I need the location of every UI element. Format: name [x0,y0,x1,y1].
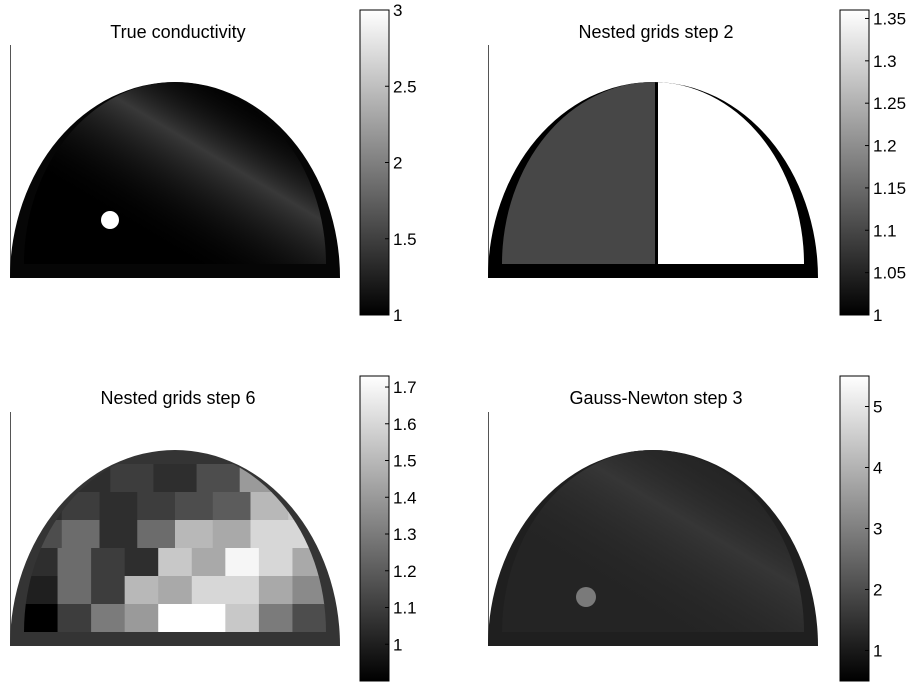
grid-block [282,464,326,493]
grid-block [212,520,252,549]
colorbar-tick-label: 4 [873,459,882,478]
grid-block [158,576,193,605]
grid-block [91,548,126,577]
grid-block [99,520,138,549]
colorbar-tick-label: 1.3 [873,52,897,71]
domain-interior [24,82,326,264]
colorbar [359,375,390,682]
grid-block [124,576,159,605]
colorbar-tick-label: 5 [873,398,882,417]
colorbar-tick-label: 1.2 [873,137,897,156]
colorbar-tick-label: 2.5 [393,77,417,96]
grid-block [158,604,193,632]
inclusion-marker [101,211,119,229]
plot-title: Nested grids step 6 [100,388,255,408]
grid-block [225,576,260,605]
grid-block [225,548,260,577]
colorbar-tick-label: 1.1 [393,599,417,618]
colorbar-tick-label: 3 [873,520,882,539]
grid-block [110,464,155,493]
plot-title: Nested grids step 2 [578,22,733,42]
grid-block [91,604,126,632]
grid-block [191,548,226,577]
domain-interior [502,450,804,632]
colorbar-tick-label: 1.35 [873,9,906,28]
colorbar-tick-label: 1.5 [393,230,417,249]
grid-block [57,604,92,632]
grid-block [137,492,176,521]
inclusion-marker [576,587,596,607]
colorbar-tick-label: 1 [873,306,882,325]
grid-block [175,492,214,521]
plot-title: True conductivity [110,22,245,42]
colorbar-tick-label: 1.2 [393,562,417,581]
grid-block [225,604,260,632]
domain-interior [502,82,804,264]
grid-block [258,548,294,577]
grid-block [175,520,214,549]
grid-block [258,576,294,605]
conductivity-ramp [502,450,804,632]
panel-nested-grids-step-6: Nested grids step 6 1 1.1 1.2 1.3 1.4 1.5 1.6 1… [10,375,417,682]
grid-block [124,548,159,577]
colorbar-tick-label: 1.7 [393,378,417,397]
conductivity-ramp [24,82,326,264]
grid-block [24,464,68,493]
grid-block [258,604,294,632]
colorbar-tick-label: 2 [873,581,882,600]
colorbar-tick-label: 1 [393,635,402,654]
grid-block [57,576,92,605]
grid-block [239,464,284,493]
panel-nested-grids-step-2: Nested grids step 2 1 1.05 1.1 1.15 1.2 1.25 1… [488,9,906,325]
grid-block [24,604,59,632]
grid-block [57,548,92,577]
grid-block [153,464,198,493]
colorbar-tick-label: 1.05 [873,264,906,283]
grid-block [250,520,289,549]
grid-block [124,604,159,632]
colorbar [359,9,390,316]
domain-interior [24,464,326,632]
grid-block [158,548,193,577]
grid-block [196,464,241,493]
grid-block [191,576,226,605]
colorbar-tick-label: 1.25 [873,94,906,113]
colorbar [839,9,870,316]
colorbar [839,375,870,682]
grid-block [61,492,101,521]
colorbar-tick-label: 1.4 [393,488,417,507]
panel-true-conductivity: True conductivity 1 1.5 2 2.5 3 [10,1,417,325]
grid-block [137,520,176,549]
colorbar-tick-label: 2 [393,154,402,173]
grid-block [212,492,252,521]
colorbar-tick-label: 1.1 [873,221,897,240]
grid-block [61,520,101,549]
colorbar-tick-label: 1.6 [393,415,417,434]
grid-block [292,604,326,632]
plot-title: Gauss-Newton step 3 [569,388,742,408]
colorbar-tick-label: 1.3 [393,525,417,544]
colorbar-tick-label: 1.5 [393,452,417,471]
grid-block [91,576,126,605]
colorbar-tick-label: 3 [393,1,402,20]
grid-block [250,492,289,521]
grid-block [67,464,111,493]
colorbar-tick-label: 1 [393,306,402,325]
colorbar-tick-label: 1.15 [873,179,906,198]
grid-block [191,604,226,632]
panel-gauss-newton-step-3: Gauss-Newton step 3 1 2 3 4 5 [488,375,882,682]
colorbar-tick-label: 1 [873,642,882,661]
grid-block [99,492,138,521]
